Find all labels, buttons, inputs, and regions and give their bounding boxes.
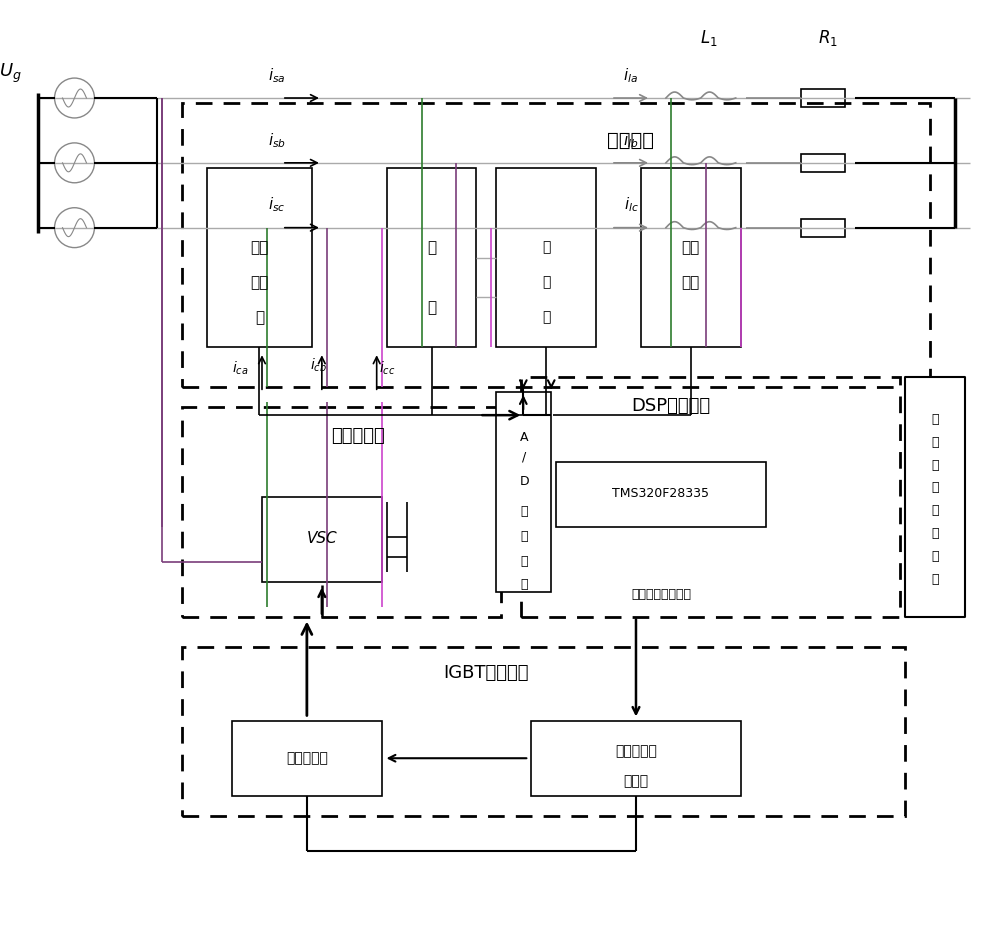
Text: $i_{sa}$: $i_{sa}$ (268, 66, 286, 85)
FancyBboxPatch shape (641, 168, 741, 348)
FancyBboxPatch shape (496, 392, 551, 592)
FancyBboxPatch shape (556, 462, 766, 527)
Text: 比较器单元: 比较器单元 (286, 751, 328, 765)
Text: 单: 单 (521, 555, 528, 568)
Text: 单: 单 (931, 550, 939, 563)
Bar (801, 89, 845, 107)
Text: $i_{la}$: $i_{la}$ (623, 66, 639, 85)
Bar (801, 219, 845, 237)
Text: $i_{cb}$: $i_{cb}$ (310, 356, 327, 374)
Text: 元: 元 (521, 579, 528, 591)
Text: 分: 分 (427, 241, 436, 255)
Text: TMS320F28335: TMS320F28335 (612, 488, 709, 500)
Text: $R_1$: $R_1$ (818, 28, 838, 48)
Text: 三角波发生: 三角波发生 (615, 744, 657, 759)
Text: 器单元: 器单元 (623, 774, 649, 788)
Text: 电流: 电流 (250, 241, 269, 255)
Text: 相: 相 (542, 276, 550, 290)
Text: 样: 样 (521, 530, 528, 544)
FancyBboxPatch shape (496, 168, 596, 348)
Text: 接: 接 (931, 505, 939, 517)
Text: 检测模块: 检测模块 (607, 131, 654, 150)
FancyBboxPatch shape (905, 377, 965, 616)
Text: A: A (520, 431, 529, 443)
Text: 采: 采 (521, 506, 528, 518)
Text: VSC: VSC (307, 531, 337, 546)
Text: 外: 外 (931, 413, 939, 425)
Text: 外部扩展存储单元: 外部扩展存储单元 (631, 588, 691, 601)
Text: 检测: 检测 (250, 275, 269, 290)
Text: $i_{lc}$: $i_{lc}$ (624, 196, 638, 214)
Text: /: / (522, 451, 526, 463)
Text: 口: 口 (931, 527, 939, 541)
Text: 部: 部 (931, 436, 939, 449)
Text: D: D (519, 475, 529, 489)
Text: $i_{sc}$: $i_{sc}$ (268, 196, 286, 214)
FancyBboxPatch shape (387, 168, 476, 348)
Text: $i_{lb}$: $i_{lb}$ (623, 131, 639, 150)
Text: DSP控制模块: DSP控制模块 (631, 397, 710, 415)
Text: 压: 压 (427, 300, 436, 315)
Bar (801, 153, 845, 171)
Text: 电流: 电流 (682, 241, 700, 255)
Text: $i_{ca}$: $i_{ca}$ (232, 359, 248, 377)
Text: 环: 环 (542, 311, 550, 325)
Text: 出: 出 (931, 481, 939, 494)
Text: $i_{sb}$: $i_{sb}$ (268, 131, 286, 150)
Text: 元: 元 (931, 573, 939, 586)
Text: IGBT驱动模块: IGBT驱动模块 (443, 665, 529, 683)
Text: 主电路模块: 主电路模块 (331, 427, 385, 445)
Text: 锁: 锁 (542, 241, 550, 255)
FancyBboxPatch shape (207, 168, 312, 348)
FancyBboxPatch shape (232, 722, 382, 796)
Text: $L_1$: $L_1$ (700, 28, 718, 48)
Text: 输: 输 (931, 458, 939, 472)
Text: 测: 测 (255, 310, 264, 325)
FancyBboxPatch shape (262, 497, 382, 581)
Text: 检测: 检测 (682, 275, 700, 290)
FancyBboxPatch shape (531, 722, 741, 796)
Text: $i_{cc}$: $i_{cc}$ (379, 359, 395, 377)
Text: $U_g$: $U_g$ (0, 62, 22, 84)
